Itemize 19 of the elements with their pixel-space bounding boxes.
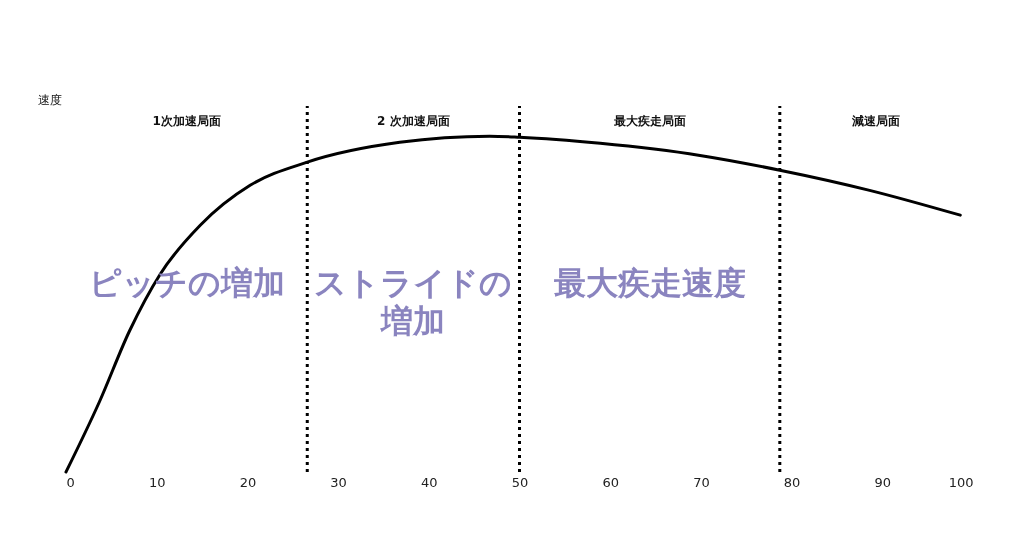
y-axis-title: 速度 (38, 93, 62, 107)
text: 減速局面 (851, 114, 901, 129)
x-tick-label: 30 (330, 474, 347, 490)
x-tick-label: 100 (948, 474, 974, 490)
x-tick-label: 0 (66, 474, 75, 490)
annotation: ストライドの増加 (314, 264, 513, 340)
x-tick-label: 50 (511, 474, 529, 490)
annotation: 最大疾走速度 (553, 264, 746, 302)
x-tick-label: 20 (239, 474, 257, 490)
x-tick-label: 90 (874, 474, 892, 490)
x-tick-label: 80 (783, 474, 801, 490)
x-tick-label: 10 (148, 474, 166, 490)
text: 2 次加速局面 (377, 114, 450, 129)
text: 1次加速局面 (152, 114, 221, 129)
x-tick-label: 40 (421, 474, 438, 490)
x-tick-label: 60 (602, 474, 619, 490)
x-tick-label: 70 (693, 474, 710, 490)
annotation: ピッチの増加 (88, 264, 285, 302)
text: 最大疾走局面 (612, 114, 686, 129)
